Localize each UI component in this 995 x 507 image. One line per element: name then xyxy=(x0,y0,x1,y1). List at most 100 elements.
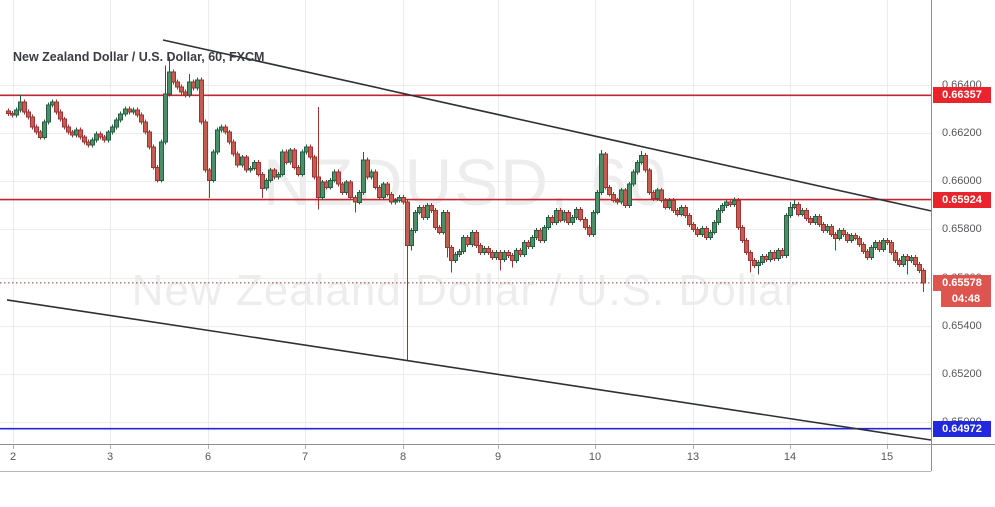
candle-body xyxy=(284,151,289,163)
candle-body xyxy=(98,133,103,138)
candle-body xyxy=(369,171,374,178)
candle-body xyxy=(244,156,249,171)
candle-body xyxy=(348,181,353,198)
candle-body xyxy=(683,206,688,217)
candle-body xyxy=(300,151,305,175)
candle-body xyxy=(195,79,200,89)
time-axis[interactable]: 2 3 6 7 8 9 10 13 14 15 xyxy=(0,444,931,472)
chart-area[interactable]: NZDUSD, 60 New Zealand Dollar / U.S. Dol… xyxy=(0,0,931,444)
candle-body xyxy=(22,101,27,113)
candle-body xyxy=(587,227,592,235)
candle-body xyxy=(772,252,777,259)
candle-body xyxy=(865,251,870,259)
candle-body xyxy=(748,252,753,261)
candle-body xyxy=(58,111,63,120)
candle-body xyxy=(304,146,309,153)
candle-body xyxy=(744,240,749,253)
candle-body xyxy=(877,241,882,250)
time-axis-label: 6 xyxy=(204,451,212,463)
candle-body xyxy=(829,225,834,236)
time-tick-mark xyxy=(403,445,404,449)
candle-body xyxy=(780,249,785,256)
candle-body xyxy=(86,141,91,146)
last-price-tag[interactable]: 0.65578 xyxy=(933,275,991,291)
candle-body xyxy=(336,171,341,185)
candle-body xyxy=(280,151,285,175)
candle-body xyxy=(296,166,301,175)
candle-body xyxy=(841,229,846,235)
candle-body xyxy=(591,211,596,235)
candle-body xyxy=(522,241,527,255)
candle-body xyxy=(425,204,430,218)
candle-body xyxy=(405,201,410,246)
candle-body xyxy=(901,255,906,266)
upper-descending-trendline[interactable] xyxy=(162,39,931,212)
candle-body xyxy=(46,104,51,123)
candle-body xyxy=(679,206,684,215)
candle-body xyxy=(760,255,765,263)
candle-body xyxy=(114,119,119,128)
time-axis-label: 15 xyxy=(880,451,894,463)
candle-body xyxy=(869,247,874,259)
candle-body xyxy=(66,126,71,133)
symbol-title[interactable]: New Zealand Dollar / U.S. Dollar, 60, FX… xyxy=(13,50,265,64)
candle-body xyxy=(913,257,918,266)
candle-body xyxy=(905,255,910,261)
candle-body xyxy=(470,231,475,245)
candle-body xyxy=(127,108,132,113)
price-level-tag[interactable]: 0.64972 xyxy=(933,421,991,437)
candle-body xyxy=(514,249,519,261)
candle-body xyxy=(671,199,676,211)
candle-body xyxy=(599,153,604,193)
candle-body xyxy=(223,126,228,133)
lower-descending-trendline[interactable] xyxy=(6,299,931,441)
bar-countdown-tag: 04:48 xyxy=(941,291,991,307)
candle-body xyxy=(651,191,656,199)
candle-body xyxy=(784,215,789,256)
candle-body xyxy=(700,228,705,235)
candle-body xyxy=(498,252,503,260)
candle-body xyxy=(607,186,612,195)
candle-body xyxy=(155,166,160,181)
candle-body xyxy=(530,236,535,247)
price-axis-label: 0.65200 xyxy=(942,368,982,380)
axis-corner xyxy=(931,444,995,471)
candle-body xyxy=(353,196,358,203)
candle-body xyxy=(659,189,664,201)
candle-body xyxy=(813,215,818,223)
candle-body xyxy=(54,101,59,113)
candle-body xyxy=(756,261,761,266)
candle-body xyxy=(163,93,168,143)
candle-body xyxy=(728,201,733,205)
candle-body xyxy=(397,196,402,201)
price-level-tag[interactable]: 0.65924 xyxy=(933,192,991,208)
price-level-tag[interactable]: 0.66357 xyxy=(933,87,991,103)
candles-series[interactable] xyxy=(6,56,926,360)
candle-body xyxy=(881,240,886,250)
time-tick-mark xyxy=(498,445,499,449)
candle-body xyxy=(788,206,793,217)
candle-body xyxy=(147,131,152,148)
candle-body xyxy=(506,252,511,256)
candle-body xyxy=(704,228,709,238)
candle-body xyxy=(917,264,922,272)
candle-body xyxy=(316,176,321,198)
candle-body xyxy=(534,229,539,238)
candle-body xyxy=(102,136,107,141)
candle-body xyxy=(566,211,571,223)
candle-body xyxy=(861,243,866,253)
candle-body xyxy=(332,171,337,181)
time-axis-label: 9 xyxy=(494,451,502,463)
price-axis[interactable]: 0.664000.662000.660000.658000.656000.654… xyxy=(931,0,995,470)
candle-body xyxy=(474,231,479,247)
candlestick-chart[interactable] xyxy=(0,0,931,444)
candle-body xyxy=(893,252,898,261)
candle-body xyxy=(131,109,136,113)
candle-body xyxy=(687,215,692,225)
candle-body xyxy=(409,229,414,247)
candle-body xyxy=(752,260,757,267)
candle-body xyxy=(578,208,583,220)
candle-body xyxy=(712,221,717,233)
time-tick-mark xyxy=(208,445,209,449)
